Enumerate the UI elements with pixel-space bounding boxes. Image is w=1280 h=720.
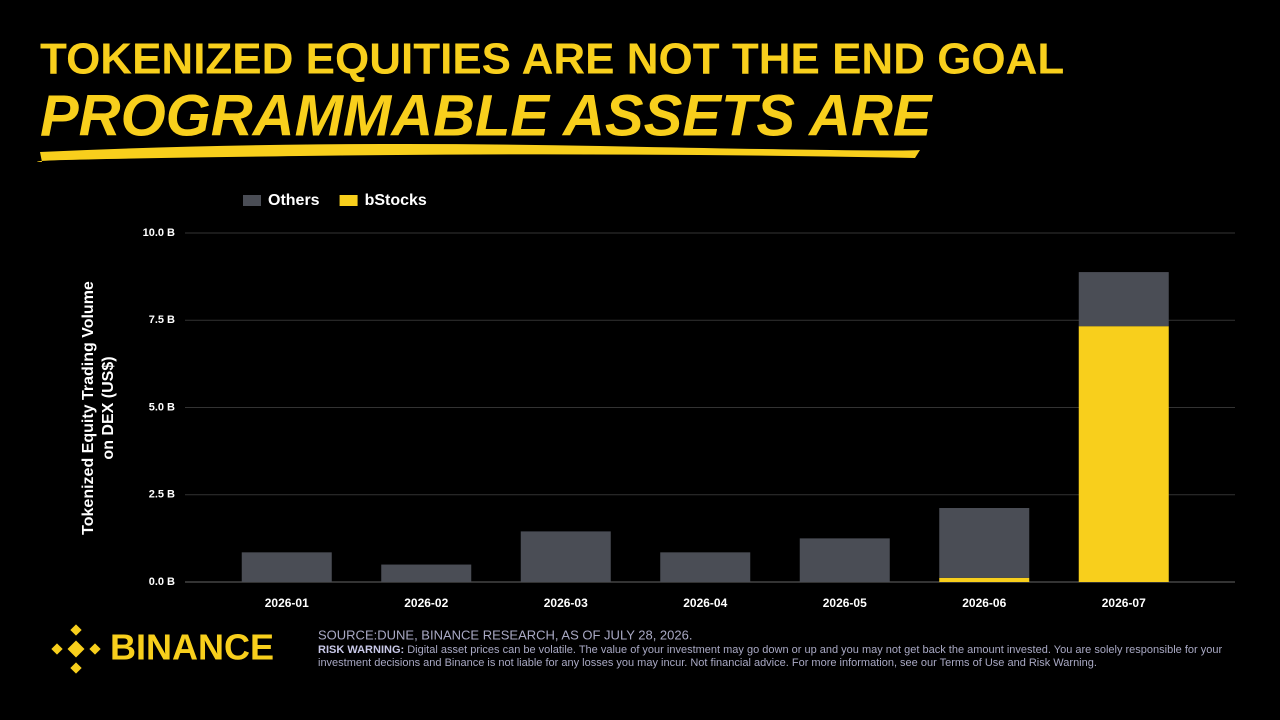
risk-warning: RISK WARNING: Digital asset prices can b…	[318, 644, 1238, 670]
bar-segment	[799, 538, 890, 582]
x-tick-label: 2026-03	[544, 596, 588, 610]
source: SOURCE:DUNE, BINANCE RESEARCH, AS OF JUL…	[318, 627, 692, 642]
x-tick-label: 2026-07	[1102, 596, 1146, 610]
x-tick-label: 2026-06	[962, 596, 1006, 610]
y-tick-label: 5.0 B	[149, 401, 175, 413]
bar-segment	[381, 564, 472, 582]
x-tick-label: 2026-05	[823, 596, 867, 610]
legend-swatch	[339, 195, 358, 206]
y-tick-label: 7.5 B	[149, 314, 175, 326]
bar-segment	[660, 552, 751, 582]
logo-text: BINANCE	[110, 627, 274, 668]
x-tick-label: 2026-01	[265, 596, 309, 610]
chart-subtitle: PROGRAMMABLE ASSETS ARE	[40, 83, 934, 148]
risk-text: Digital asset prices can be volatile. Th…	[318, 644, 1223, 669]
bar-segment	[241, 552, 332, 582]
x-tick-label: 2026-04	[683, 596, 727, 610]
y-tick-label: 10.0 B	[143, 227, 175, 239]
legend-label: Others	[268, 192, 320, 209]
bar-segment	[520, 531, 611, 582]
y-tick-label: 0.0 B	[149, 576, 175, 588]
bar-segment	[939, 577, 1030, 582]
legend-label: bStocks	[365, 192, 427, 209]
y-axis-title: Tokenized Equity Trading Volume on DEX (U…	[80, 281, 117, 535]
bar-segment	[1078, 326, 1169, 582]
chart-title: TOKENIZED EQUITIES ARE NOT THE END GOAL	[40, 35, 1064, 84]
bar-segment	[1078, 272, 1169, 327]
underline	[36, 144, 920, 162]
legend-swatch	[243, 195, 261, 206]
risk-label: RISK WARNING:	[318, 644, 405, 656]
x-tick-label: 2026-02	[404, 596, 448, 610]
y-tick-label: 2.5 B	[149, 489, 175, 501]
bar-segment	[939, 508, 1030, 578]
